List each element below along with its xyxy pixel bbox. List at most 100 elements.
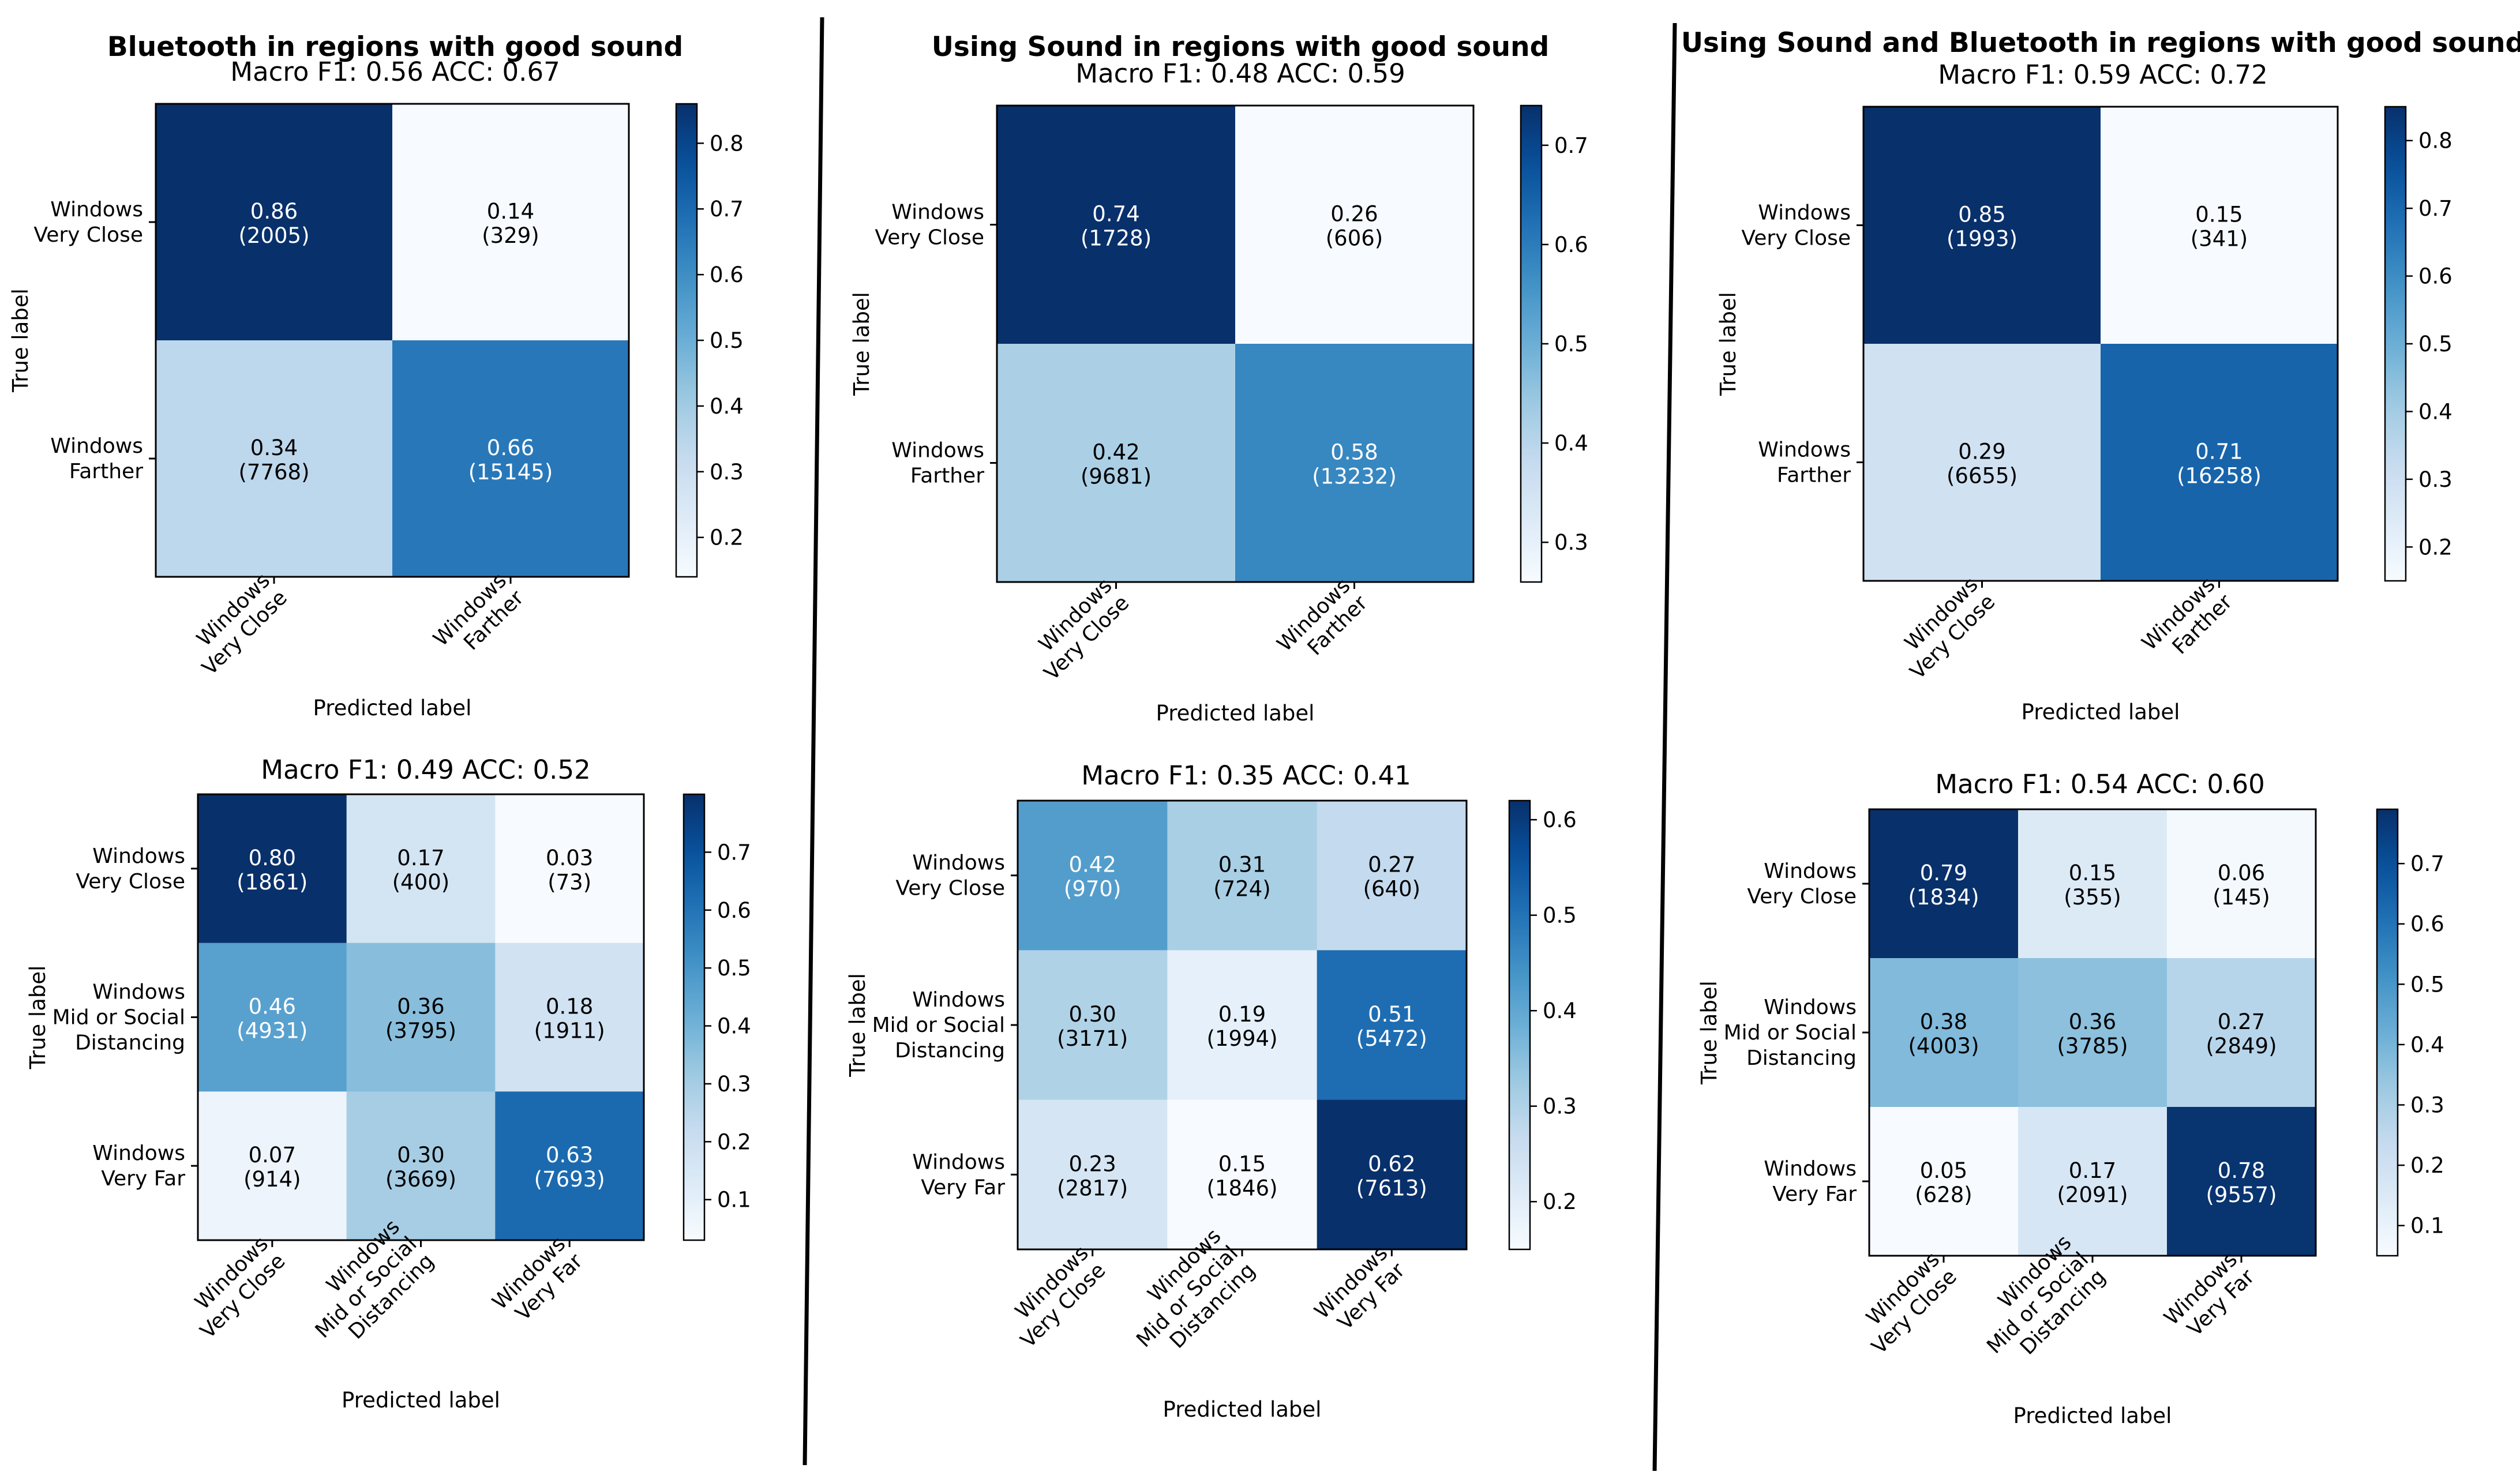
cell-count-label: (16258) xyxy=(2177,464,2262,489)
cell-count-label: (3669) xyxy=(385,1167,456,1192)
cell-value-label: 0.79 xyxy=(1920,861,1967,885)
metric-title: Macro F1: 0.48 ACC: 0.59 xyxy=(1075,58,1405,89)
colorbar-tick-label: 0.6 xyxy=(1543,808,1577,832)
cell-value-label: 0.05 xyxy=(1920,1158,1967,1183)
heatmap-cell xyxy=(2018,958,2168,1107)
colorbar-tick-label: 0.5 xyxy=(717,956,751,981)
cell-value-label: 0.18 xyxy=(546,994,593,1019)
y-axis-label: True label xyxy=(8,288,33,393)
cell-value-label: 0.38 xyxy=(1920,1009,1967,1034)
cell-value-label: 0.15 xyxy=(2195,202,2242,227)
cell-count-label: (4003) xyxy=(1908,1034,1979,1058)
heatmap-cell xyxy=(1235,344,1474,583)
cell-count-label: (1834) xyxy=(1908,885,1979,910)
y-axis-label: True label xyxy=(849,292,874,396)
cell-value-label: 0.86 xyxy=(250,199,298,224)
heatmap-cell xyxy=(156,104,393,341)
colorbar-tick-label: 0.8 xyxy=(710,131,744,156)
confusion-matrix-3: Using Sound and Bluetooth in regions wit… xyxy=(1681,27,2520,724)
cell-value-label: 0.26 xyxy=(1330,202,1378,227)
colorbar-tick-label: 0.3 xyxy=(1543,1094,1577,1119)
cell-count-label: (1993) xyxy=(1947,227,2017,251)
y-tick-label-line: Windows xyxy=(912,1150,1005,1174)
heatmap-cell xyxy=(346,794,496,944)
colorbar-tick-label: 0.4 xyxy=(1543,998,1577,1023)
colorbar-tick-label: 0.4 xyxy=(717,1014,751,1039)
cell-count-label: (640) xyxy=(1363,877,1421,902)
x-tick-label: WindowsFarther xyxy=(429,569,528,668)
y-tick-label: Windows Mid or Social Distancing xyxy=(1724,996,1857,1070)
cell-value-label: 0.14 xyxy=(487,199,534,224)
cell-count-label: (1728) xyxy=(1081,226,1152,251)
y-tick-label: Windows Very Close xyxy=(895,851,1005,900)
cell-value-label: 0.17 xyxy=(397,846,444,870)
cell-value-label: 0.27 xyxy=(2218,1009,2265,1034)
colorbar xyxy=(682,793,706,1241)
colorbar xyxy=(1520,104,1543,583)
column-divider-right xyxy=(1652,22,1677,1471)
heatmap-cell xyxy=(2101,107,2338,344)
cell-value-label: 0.58 xyxy=(1330,440,1378,465)
cell-value-label: 0.17 xyxy=(2069,1158,2116,1183)
cell-count-label: (1994) xyxy=(1206,1026,1277,1051)
colorbar-tick-label: 0.6 xyxy=(1554,232,1588,257)
heatmap-cell xyxy=(1167,950,1318,1101)
y-tick-label-line: Very Close xyxy=(76,870,185,893)
cell-value-label: 0.66 xyxy=(487,435,534,460)
cell-value-label: 0.78 xyxy=(2218,1158,2265,1183)
confusion-matrix-6: Macro F1: 0.54 ACC: 0.600.79(1834)0.15(3… xyxy=(1697,769,2444,1428)
cell-value-label: 0.46 xyxy=(249,994,296,1019)
heatmap-cell xyxy=(1317,801,1467,951)
y-tick-label-line: Windows xyxy=(50,198,143,221)
cell-count-label: (7768) xyxy=(238,460,309,485)
colorbar xyxy=(1508,799,1531,1251)
column-title: Using Sound in regions with good sound xyxy=(932,31,1550,63)
cell-value-label: 0.15 xyxy=(1218,1151,1266,1176)
cell-value-label: 0.34 xyxy=(250,435,298,460)
cell-value-label: 0.30 xyxy=(1068,1002,1116,1027)
heatmap-cell xyxy=(1167,801,1318,951)
y-tick-label-line: Farther xyxy=(910,464,984,488)
y-tick-label: Windows Very Far xyxy=(92,1142,185,1191)
colorbar-tick-label: 0.5 xyxy=(1543,903,1577,928)
colorbar-tick-label: 0.2 xyxy=(717,1129,751,1154)
y-tick-label-line: Windows xyxy=(1764,1157,1857,1181)
plot-frame xyxy=(155,103,630,578)
y-tick-label-line: Distancing xyxy=(75,1031,185,1055)
x-axis-label: Predicted label xyxy=(1156,701,1315,726)
heatmap-cell xyxy=(495,794,644,944)
y-tick-label-line: Very Far xyxy=(1772,1182,1857,1206)
x-axis-label: Predicted label xyxy=(2013,1403,2172,1428)
heatmap-cell xyxy=(1869,1107,2019,1256)
metric-title: Macro F1: 0.35 ACC: 0.41 xyxy=(1081,760,1411,791)
cell-value-label: 0.15 xyxy=(2069,861,2116,885)
y-axis-label: True label xyxy=(25,966,50,1070)
cell-value-label: 0.85 xyxy=(1958,202,2005,227)
y-tick-label-line: Mid or Social xyxy=(1724,1021,1857,1045)
y-tick-label-line: Very Close xyxy=(895,877,1005,900)
heatmap-cell xyxy=(1167,1099,1318,1250)
colorbar-tick-label: 0.3 xyxy=(2418,467,2452,492)
cell-value-label: 0.29 xyxy=(1958,440,2005,464)
cell-count-label: (2091) xyxy=(2057,1182,2128,1207)
x-tick-label: WindowsVery Close xyxy=(181,569,292,680)
plot-frame xyxy=(996,104,1475,583)
cell-count-label: (73) xyxy=(548,870,591,895)
cell-count-label: (606) xyxy=(1326,226,1383,251)
heatmap-cell xyxy=(198,794,347,944)
y-tick-label: Windows Farther xyxy=(891,439,984,488)
cell-count-label: (400) xyxy=(392,870,450,895)
colorbar-tick-label: 0.1 xyxy=(717,1188,751,1212)
colorbar-tick-label: 0.3 xyxy=(717,1072,751,1097)
y-tick-label-line: Windows xyxy=(92,1142,185,1165)
cell-value-label: 0.80 xyxy=(249,846,296,870)
cell-count-label: (3785) xyxy=(2057,1034,2128,1058)
y-tick-label-line: Very Close xyxy=(875,226,984,250)
x-tick-label: WindowsVery Close xyxy=(1023,574,1134,685)
colorbar-tick-label: 0.7 xyxy=(1554,133,1588,158)
x-tick-label: WindowsVery Far xyxy=(1310,1241,1409,1341)
cell-count-label: (341) xyxy=(2191,227,2248,251)
confusion-matrix-2: Using Sound in regions with good soundMa… xyxy=(849,31,1588,726)
cell-count-label: (2817) xyxy=(1057,1176,1128,1200)
colorbar-tick-label: 0.1 xyxy=(2410,1214,2444,1238)
